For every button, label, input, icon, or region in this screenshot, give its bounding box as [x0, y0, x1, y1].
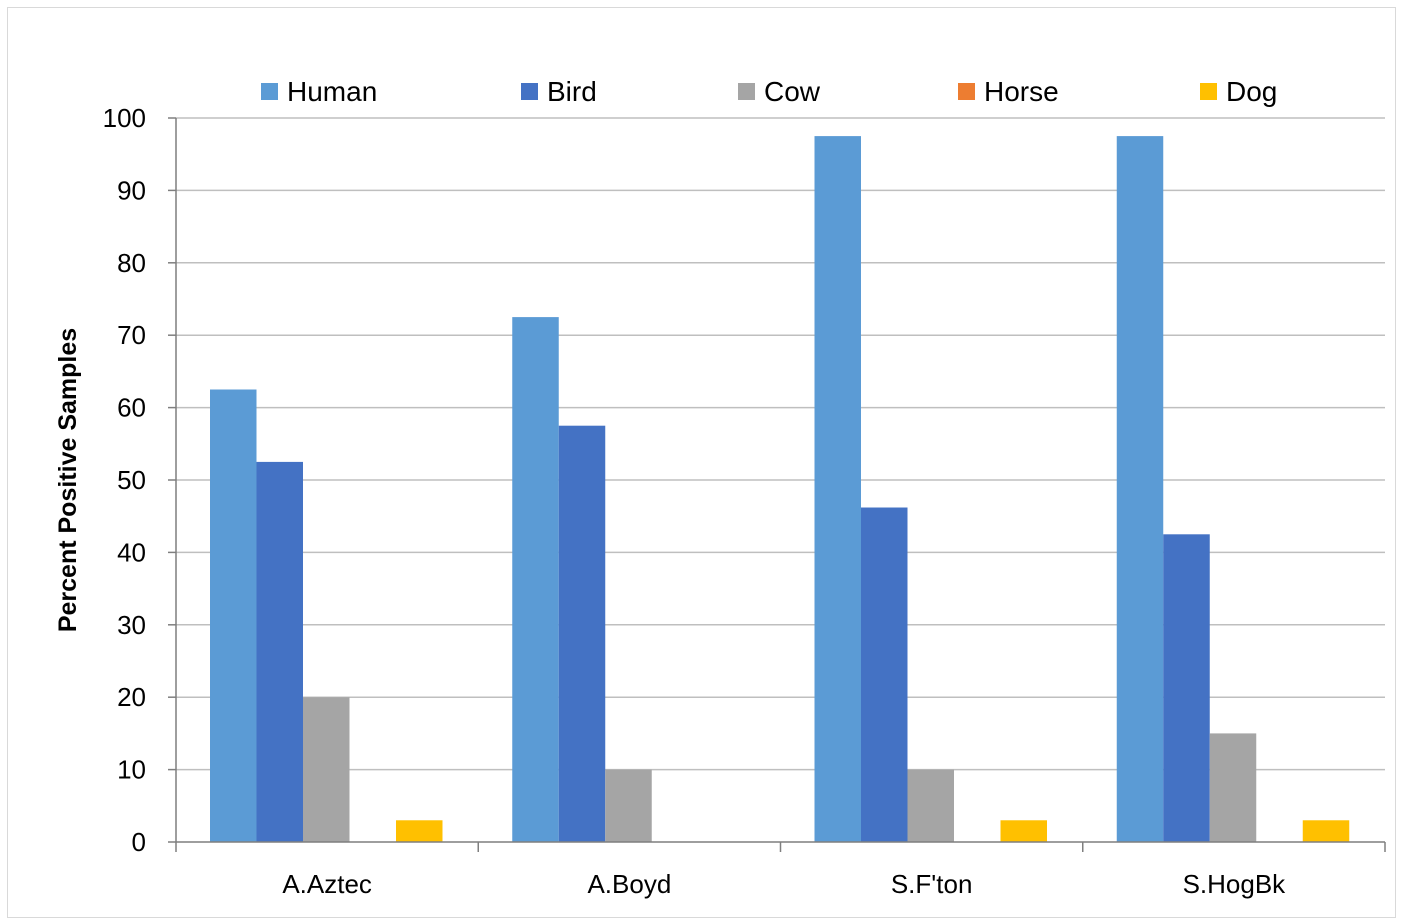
y-tick-label: 10	[117, 755, 146, 785]
bar-bird	[861, 507, 908, 842]
bar-dog	[1000, 820, 1047, 842]
bar-cow	[1209, 733, 1257, 842]
bar-human	[210, 389, 257, 842]
bar-bird	[558, 425, 606, 842]
bar-dog	[1302, 820, 1350, 842]
legend-swatch-cow	[738, 83, 755, 100]
y-axis-title: Percent Positive Samples	[54, 328, 82, 632]
bar-cow	[907, 769, 954, 842]
legend-label-dog: Dog	[1226, 76, 1277, 107]
legend-swatch-dog	[1200, 83, 1217, 100]
y-tick-label: 30	[117, 610, 146, 640]
bar-human	[1116, 136, 1164, 843]
bar-cow	[303, 697, 350, 842]
axes: 0 10 20 30 40 50 60 70 80 90 100 A.Aztec A.Boyd S.F't…	[103, 103, 1386, 899]
x-category-label: S.F'ton	[891, 869, 973, 899]
bar-bird	[256, 461, 303, 842]
y-tick-label: 90	[117, 175, 146, 205]
y-tick-label: 70	[117, 320, 146, 350]
x-category-label: A.Boyd	[587, 869, 671, 899]
bar-human	[814, 136, 861, 843]
x-category-label: A.Aztec	[282, 869, 372, 899]
bars	[210, 136, 1350, 843]
legend-swatch-horse	[958, 83, 975, 100]
y-tick-label: 80	[117, 248, 146, 278]
bar-dog	[396, 820, 443, 842]
legend-label-cow: Cow	[764, 76, 821, 107]
y-tick-label: 60	[117, 393, 146, 423]
legend-label-bird: Bird	[547, 76, 597, 107]
y-tick-label: 50	[117, 465, 146, 495]
y-tick-label: 20	[117, 682, 146, 712]
bar-bird	[1163, 534, 1210, 842]
legend-label-horse: Horse	[984, 76, 1059, 107]
y-tick-label: 0	[132, 827, 146, 857]
bar-cow	[605, 769, 652, 842]
legend-swatch-bird	[521, 83, 538, 100]
y-tick-label: 100	[103, 103, 146, 133]
legend-label-human: Human	[287, 76, 377, 107]
legend-swatch-human	[261, 83, 278, 100]
legend: Human Bird Cow Horse Dog	[261, 76, 1277, 107]
x-category-label: S.HogBk	[1183, 869, 1287, 899]
y-tick-label: 40	[117, 537, 146, 567]
bar-human	[512, 317, 559, 843]
